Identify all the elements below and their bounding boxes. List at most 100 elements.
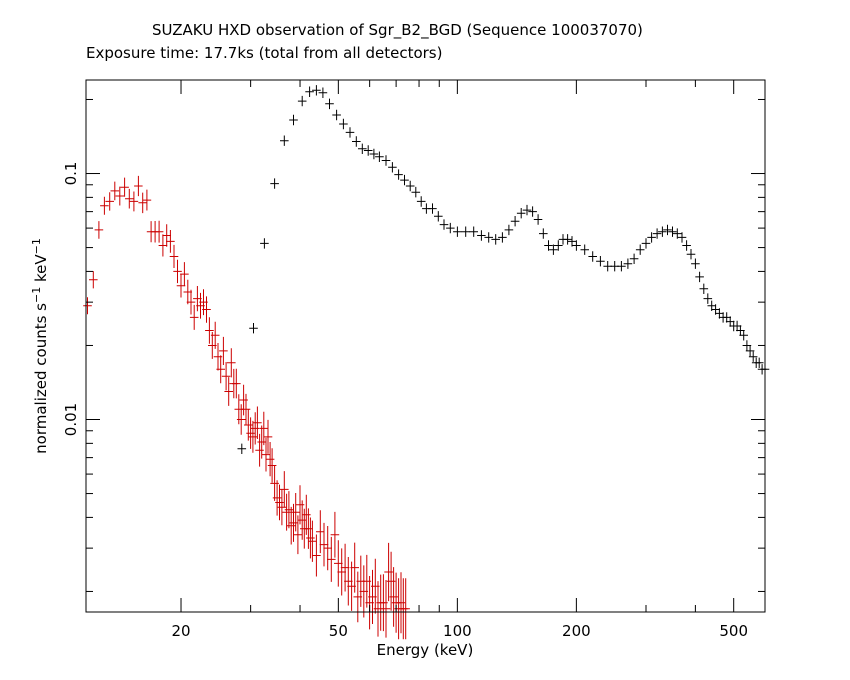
data-point-s0-57 [617, 261, 626, 272]
data-point-s0-11 [332, 109, 341, 121]
data-point-s1-19 [169, 244, 179, 268]
data-point-s1-24 [186, 289, 196, 315]
data-point-s1-53 [261, 437, 271, 472]
y-axis-label-main: normalized counts s [32, 303, 50, 454]
data-point-s1-21 [176, 273, 186, 298]
data-point-s1-47 [248, 420, 258, 453]
data-point-s0-6 [297, 95, 307, 107]
data-point-s1-51 [257, 425, 266, 459]
data-point-s0-49 [563, 234, 572, 245]
data-point-s1-66 [291, 493, 300, 532]
y-axis-label-sup2: −1 [30, 238, 43, 254]
data-point-s0-17 [369, 148, 379, 160]
data-point-s1-59 [275, 484, 284, 521]
data-point-s0-59 [629, 253, 639, 264]
data-point-s1-62 [282, 493, 291, 531]
x-tick-label: 100 [443, 622, 472, 640]
data-point-s0-51 [572, 240, 581, 251]
data-point-s0-13 [345, 127, 355, 138]
data-point-s1-25 [189, 304, 199, 330]
data-point-s1-11 [138, 192, 147, 214]
data-point-s1-15 [154, 220, 164, 243]
data-point-s1-72 [304, 508, 313, 549]
data-point-s0-37 [498, 232, 507, 243]
data-point-s0-54 [596, 256, 605, 267]
data-point-s1-10 [134, 175, 143, 197]
data-point-s0-8 [312, 85, 321, 96]
data-point-s0-89 [754, 357, 764, 368]
data-point-s0-22 [400, 174, 409, 186]
data-point-s0-62 [647, 232, 656, 243]
data-point-s1-32 [210, 321, 220, 349]
data-point-s1-64 [286, 506, 296, 545]
data-point-s0-69 [682, 240, 691, 251]
data-point-s1-78 [323, 526, 332, 571]
data-point-s0-42 [528, 206, 537, 217]
data-point-s1-79 [327, 536, 336, 582]
data-point-s0-40 [516, 208, 526, 219]
data-point-s0-65 [663, 224, 672, 236]
data-point-s0-79 [722, 312, 731, 323]
data-point-s1-67 [293, 515, 303, 555]
x-tick-label: 200 [562, 622, 591, 640]
data-point-s1-12 [142, 189, 152, 211]
data-point-s1-50 [255, 433, 264, 467]
data-point-s1-52 [259, 411, 269, 446]
data-point-s0-43 [533, 214, 543, 225]
data-point-s0-68 [677, 232, 687, 243]
data-point-s0-33 [469, 226, 478, 237]
data-point-s1-3 [100, 196, 109, 215]
data-point-s0-9 [318, 87, 328, 98]
data-point-s0-0 [237, 443, 247, 454]
data-point-s1-61 [280, 471, 289, 508]
data-point-s0-18 [375, 151, 384, 162]
data-point-s0-71 [691, 258, 700, 269]
series-1 [83, 175, 410, 640]
data-point-s0-34 [477, 230, 486, 241]
data-point-s1-34 [216, 355, 225, 384]
data-point-s1-40 [232, 368, 241, 399]
data-point-s1-1 [89, 271, 98, 289]
data-point-s1-17 [162, 224, 171, 247]
data-point-s0-23 [405, 180, 415, 192]
x-axis-label: Energy (keV) [377, 641, 474, 659]
data-point-s1-81 [334, 540, 343, 587]
data-point-s0-19 [381, 155, 391, 166]
data-point-s1-54 [263, 419, 273, 454]
data-point-s0-21 [394, 169, 403, 180]
data-point-s1-43 [239, 384, 248, 416]
data-point-s1-5 [110, 181, 120, 201]
data-point-s1-9 [129, 191, 139, 212]
data-point-s0-39 [510, 216, 520, 227]
data-point-s0-12 [339, 118, 348, 130]
data-point-s0-32 [461, 226, 470, 237]
data-point-s0-72 [695, 271, 704, 283]
x-tick-label: 50 [329, 622, 348, 640]
data-point-s1-7 [120, 177, 129, 197]
data-point-s1-36 [221, 362, 231, 391]
data-point-s1-77 [319, 522, 329, 567]
data-point-s0-14 [352, 136, 361, 147]
data-point-s1-56 [267, 448, 277, 483]
data-point-s0-28 [434, 211, 443, 222]
data-point-s0-64 [658, 226, 667, 237]
data-point-s0-35 [484, 232, 493, 243]
data-point-s0-70 [686, 249, 696, 260]
y-tick-label: 0.1 [62, 162, 80, 186]
y-axis-label-unit: keV [32, 254, 50, 287]
data-point-s0-44 [539, 228, 548, 239]
data-point-s0-87 [748, 351, 758, 362]
data-point-s0-45 [544, 240, 553, 251]
data-point-s1-76 [316, 510, 325, 554]
data-point-s1-2 [94, 221, 104, 239]
data-point-s1-6 [115, 186, 125, 206]
data-point-s1-42 [236, 404, 246, 435]
data-point-s1-103 [396, 572, 406, 634]
data-point-s0-10 [325, 98, 334, 110]
data-point-s1-69 [297, 500, 307, 540]
data-point-s0-31 [453, 226, 462, 237]
data-point-s0-38 [504, 224, 514, 236]
data-point-s1-46 [246, 417, 255, 449]
x-tick-label: 20 [171, 622, 190, 640]
